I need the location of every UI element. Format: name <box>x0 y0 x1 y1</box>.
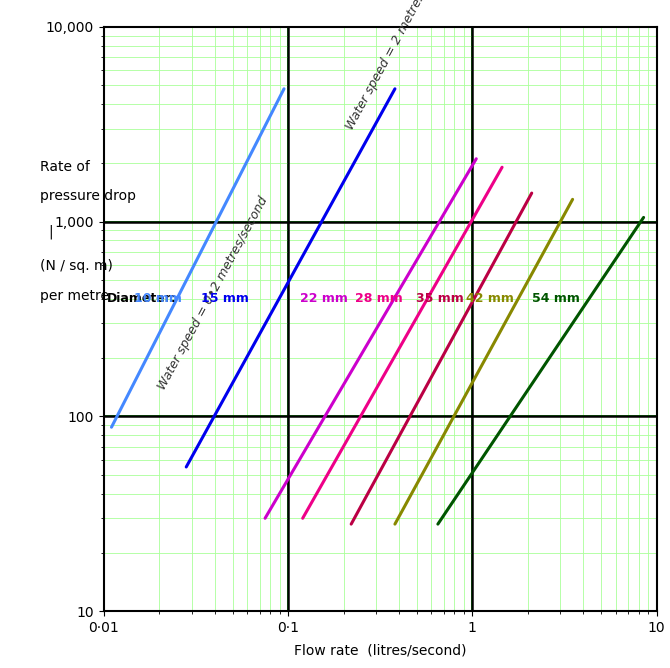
Text: 35 mm: 35 mm <box>416 292 464 305</box>
Text: Rate of: Rate of <box>40 160 90 174</box>
Text: (N / sq. m): (N / sq. m) <box>40 259 113 273</box>
Text: per metre: per metre <box>40 289 109 303</box>
X-axis label: Flow rate  (litres/second): Flow rate (litres/second) <box>294 643 466 657</box>
Text: Diameter:: Diameter: <box>107 292 176 305</box>
Text: 42 mm: 42 mm <box>466 292 514 305</box>
Text: 54 mm: 54 mm <box>532 292 580 305</box>
Text: Water speed = 0•2 metres/second: Water speed = 0•2 metres/second <box>156 194 271 392</box>
Text: 10 mm: 10 mm <box>134 292 182 305</box>
Text: Water speed = 2 metres/second: Water speed = 2 metres/second <box>344 0 452 132</box>
Text: pressure drop: pressure drop <box>40 189 136 203</box>
Text: 15 mm: 15 mm <box>200 292 249 305</box>
Text: 22 mm: 22 mm <box>300 292 348 305</box>
Text: |: | <box>48 224 53 238</box>
Text: 28 mm: 28 mm <box>355 292 403 305</box>
